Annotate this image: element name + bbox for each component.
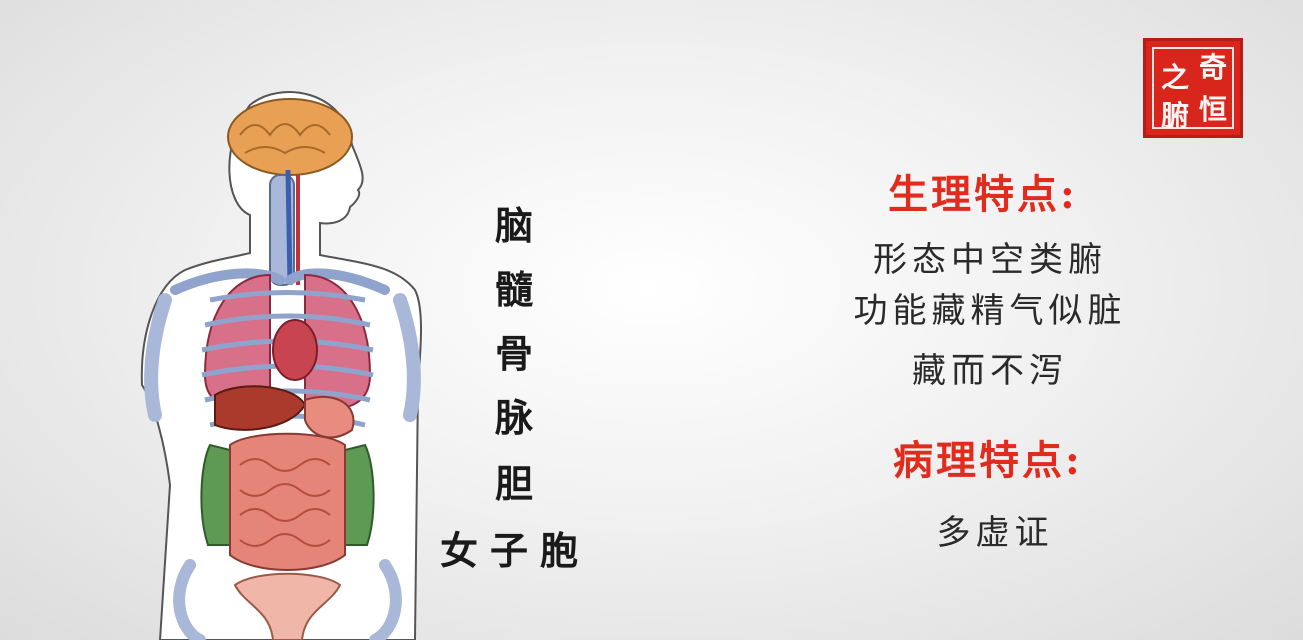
pathology-heading: 病理特点: <box>893 437 1083 484</box>
organ-marrow-label: 髓 <box>494 267 535 312</box>
physiology-line: 形态中空类腑 <box>873 240 1107 280</box>
small-intestine <box>229 432 346 571</box>
physiology-line: 藏而不泻 <box>912 351 1068 391</box>
organ-vessel-label: 脉 <box>494 395 535 440</box>
organ-brain-label: 脑 <box>494 203 535 248</box>
physiology-heading: 生理特点: <box>888 171 1078 218</box>
seal-char: 腑 <box>1160 99 1189 132</box>
seal-stamp: 奇 恒 之 腑 <box>1143 38 1243 138</box>
seal-char: 恒 <box>1198 93 1227 126</box>
organ-gallbladder-label: 胆 <box>494 461 535 506</box>
pelvis <box>173 559 402 640</box>
organ-uterus-label: 女子胞 <box>439 528 590 573</box>
anatomy-illustration <box>140 91 422 640</box>
uterus <box>233 572 342 640</box>
physiology-line: 功能藏精气似脏 <box>853 291 1127 331</box>
organ-bone-label: 骨 <box>494 331 535 376</box>
colon <box>200 443 375 546</box>
seal-char: 之 <box>1160 61 1189 94</box>
stomach <box>304 395 355 439</box>
pathology-line: 多虚证 <box>936 513 1054 553</box>
seal-char: 奇 <box>1198 51 1227 84</box>
brain <box>227 98 353 176</box>
heart <box>272 319 318 381</box>
